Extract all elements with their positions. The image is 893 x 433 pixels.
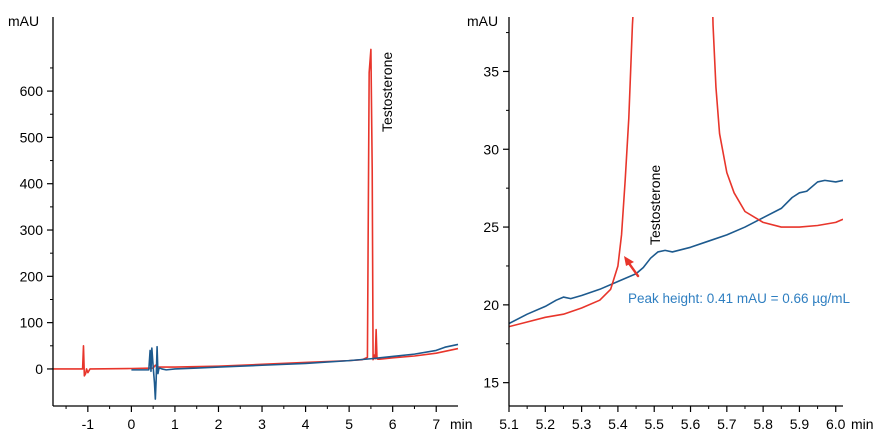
p1-x-unit-label: min <box>450 416 473 432</box>
p1-x-tick-label: 2 <box>215 416 223 432</box>
p2-y-tick-label: 25 <box>483 219 499 235</box>
p1-trace-blue <box>131 343 459 400</box>
p2-testosterone-label: Testosterone <box>647 165 663 245</box>
p1-testosterone-label: Testosterone <box>379 52 395 132</box>
p2-y-tick-label: 20 <box>483 297 499 313</box>
p1-y-tick-label: 400 <box>20 176 44 192</box>
p1-x-ticks: -1 0 1 2 3 4 5 6 7 <box>65 406 440 432</box>
p1-trace-red <box>53 48 459 377</box>
p2-y-tick-label: 35 <box>483 63 499 79</box>
p2-peak-arrow <box>624 256 640 278</box>
p1-y-unit-label: mAU <box>8 13 39 29</box>
p1-y-tick-label: 200 <box>20 268 44 284</box>
p1-y-tick-label: 500 <box>20 129 44 145</box>
p2-y-unit-label: mAU <box>467 13 498 29</box>
p1-x-tick-label: 4 <box>302 416 310 432</box>
p2-x-tick-label: 5.1 <box>499 416 519 432</box>
p1-x-tick-label: 0 <box>127 416 135 432</box>
p1-y-tick-label: 0 <box>35 361 43 377</box>
p1-y-ticks: 0 100 200 300 400 500 600 <box>20 67 53 377</box>
p2-x-tick-label: 5.3 <box>572 416 592 432</box>
p2-x-tick-label: 5.9 <box>790 416 810 432</box>
p1-y-tick-label: 600 <box>20 83 44 99</box>
p2-trace-blue <box>509 179 843 325</box>
p2-x-tick-label: 5.5 <box>644 416 664 432</box>
panel-zoomed-chromatogram: 15 20 25 30 35 5.1 5.2 5.3 5.4 5.5 5.6 5.7 5.8 5.9 6.… <box>467 13 874 432</box>
p2-x-tick-label: 5.4 <box>608 416 628 432</box>
p2-traces <box>509 17 843 328</box>
p2-trace-red <box>509 17 843 328</box>
p1-x-tick-label: 5 <box>345 416 353 432</box>
p1-x-tick-label: 3 <box>258 416 266 432</box>
p2-x-unit-label: min <box>851 416 874 432</box>
p2-y-tick-label: 15 <box>483 375 499 391</box>
p2-y-ticks: 15 20 25 30 35 <box>483 32 509 391</box>
p2-x-ticks: 5.1 5.2 5.3 5.4 5.5 5.6 5.7 5.8 5.9 6.0 <box>499 406 846 432</box>
p2-x-tick-label: 5.7 <box>717 416 737 432</box>
p1-y-tick-label: 300 <box>20 222 44 238</box>
p2-x-tick-label: 5.6 <box>681 416 701 432</box>
panel-full-chromatogram: 0 100 200 300 400 500 600 -1 0 1 2 3 4 5 6 7 mAU min T… <box>8 13 473 432</box>
p1-x-tick-label: 1 <box>171 416 179 432</box>
p1-x-tick-label: 6 <box>389 416 397 432</box>
p1-traces <box>53 48 459 400</box>
p1-x-tick-label: -1 <box>82 416 95 432</box>
p2-y-tick-label: 30 <box>483 141 499 157</box>
p2-peak-height-note: Peak height: 0.41 mAU = 0.66 µg/mL <box>628 291 851 306</box>
p1-x-tick-label: 7 <box>432 416 440 432</box>
p2-x-tick-label: 5.2 <box>536 416 556 432</box>
p1-y-tick-label: 100 <box>20 315 44 331</box>
p2-x-tick-label: 6.0 <box>826 416 846 432</box>
p2-x-tick-label: 5.8 <box>753 416 773 432</box>
